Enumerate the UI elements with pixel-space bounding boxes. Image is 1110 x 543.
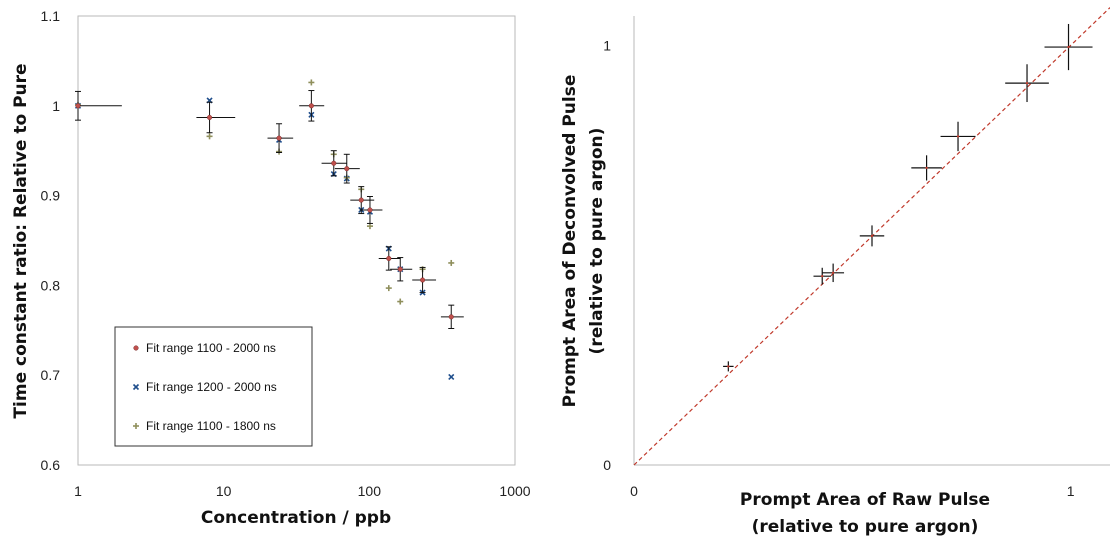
right-data-marks — [633, 7, 1110, 466]
left-series0-point-with-errorbars — [334, 153, 360, 184]
left-series0-point-with-errorbars — [412, 266, 437, 294]
left-series0-point — [397, 266, 403, 272]
left-series0-point — [344, 166, 350, 172]
right-point-with-errorbars — [1005, 64, 1049, 103]
left-series2-point — [448, 259, 455, 266]
right-point — [727, 365, 730, 368]
left-y-tick-label: 1.1 — [41, 8, 61, 24]
right-y-tick-label: 0 — [603, 457, 611, 473]
right-point-with-errorbars — [723, 361, 734, 372]
left-series2-point — [308, 79, 315, 86]
left-data-marks — [74, 79, 464, 381]
left-series0-point — [276, 135, 282, 141]
right-chart: Prompt Area of Raw Pulse (relative to pu… — [560, 7, 1110, 537]
left-plot-frame — [77, 15, 516, 466]
left-series0-point-with-errorbars — [440, 304, 464, 330]
right-point — [925, 166, 928, 170]
left-series0-point-with-errorbars — [299, 90, 325, 122]
left-chart: Concentration / ppb Time constant ratio:… — [11, 8, 531, 528]
right-point-with-errorbars — [1044, 23, 1093, 71]
right-y-tick-label: 1 — [603, 37, 611, 53]
right-point — [956, 135, 960, 138]
legend-marker-1-stroke — [132, 383, 140, 391]
right-tick-labels: 0 1 0 1 — [603, 37, 1075, 499]
left-legend: Fit range 1100 - 2000 ns Fit range 1200 -… — [114, 326, 313, 447]
left-series0-point — [420, 277, 426, 283]
left-y-tick-label: 0.8 — [41, 277, 61, 293]
left-x-axis-label: Concentration / ppb — [201, 508, 391, 528]
legend-marker-0 — [133, 345, 139, 351]
right-point — [870, 234, 874, 238]
right-x-axis-label-line2: (relative to pure argon) — [752, 517, 979, 537]
left-series0-point-with-errorbars — [75, 90, 122, 121]
legend-label-1: Fit range 1200 - 2000 ns — [146, 380, 277, 394]
legend-label-2: Fit range 1100 - 1800 ns — [146, 419, 276, 433]
right-point — [1025, 81, 1029, 85]
left-series0-point — [448, 314, 454, 320]
left-x-tick-label: 1000 — [499, 483, 530, 499]
legend-marker-1 — [132, 383, 140, 391]
legend-marker-2 — [133, 423, 139, 429]
left-series1-point-stroke — [448, 373, 455, 381]
right-x-axis-label-line1: Prompt Area of Raw Pulse — [740, 490, 990, 510]
left-x-tick-label: 1 — [74, 483, 82, 499]
left-y-tick-label: 0.9 — [41, 188, 61, 204]
left-series2-point — [397, 298, 404, 305]
left-x-tick-label: 10 — [216, 483, 232, 499]
legend-box — [114, 326, 313, 447]
left-series0-point-with-errorbars — [196, 101, 236, 134]
left-series0-point — [207, 114, 213, 121]
left-series2-point — [366, 223, 373, 230]
left-tick-labels: 0.6 0.7 0.8 0.9 1 1.1 1 10 100 1000 — [41, 8, 531, 499]
left-series0-point-with-errorbars — [390, 257, 413, 282]
left-y-tick-label: 0.6 — [41, 457, 61, 473]
right-point — [1067, 45, 1070, 49]
right-point — [821, 274, 824, 278]
left-series2-point — [385, 285, 392, 292]
right-point-with-errorbars — [911, 155, 942, 181]
right-y-axis-label-line2: (relative to pure argon) — [587, 128, 607, 355]
legend-items: Fit range 1100 - 2000 ns Fit range 1200 -… — [132, 341, 277, 433]
right-point-with-errorbars — [940, 121, 976, 152]
left-series0-point — [358, 197, 364, 203]
left-series0-point — [331, 160, 337, 166]
left-y-tick-label: 1 — [52, 98, 60, 114]
left-series0-point-with-errorbars — [359, 195, 383, 224]
left-series0-point-with-errorbars — [378, 246, 401, 271]
left-y-axis-label: Time constant ratio: Relative to Pure — [11, 63, 31, 418]
left-y-tick-label: 0.7 — [41, 367, 61, 383]
left-series0-point — [308, 103, 314, 109]
left-series1-point — [448, 373, 455, 381]
left-series0-point — [386, 255, 392, 262]
left-x-tick-label: 100 — [358, 483, 382, 499]
right-point-with-errorbars — [822, 263, 845, 283]
right-point-with-errorbars — [859, 225, 885, 247]
right-x-tick-label: 0 — [630, 483, 638, 499]
left-series2-point — [206, 133, 213, 140]
legend-label-0: Fit range 1100 - 2000 ns — [146, 341, 276, 355]
right-x-tick-label: 1 — [1067, 483, 1075, 499]
left-series0-point — [367, 207, 373, 213]
left-series0-point-with-errorbars — [321, 150, 347, 177]
right-y-axis-label-line1: Prompt Area of Deconvolved Pulse — [560, 75, 580, 408]
left-series0-point — [75, 103, 81, 109]
right-point — [831, 271, 835, 275]
left-series0-point-with-errorbars — [267, 123, 294, 153]
right-point-with-errorbars — [813, 267, 831, 285]
